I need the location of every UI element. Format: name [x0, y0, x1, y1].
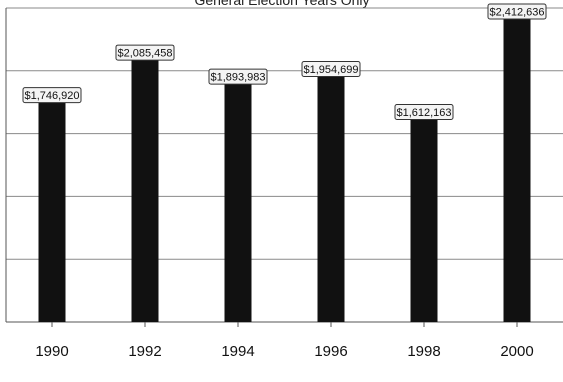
bars [38, 18, 531, 323]
data-label-1990: $1,746,920 [22, 87, 82, 104]
bar-2000 [503, 18, 531, 322]
x-tick-label: 2000 [500, 343, 533, 360]
x-tick-label: 1992 [128, 343, 161, 360]
data-label-2000: $2,412,636 [487, 3, 547, 20]
data-label-text: $1,954,699 [303, 64, 358, 76]
data-label-box [487, 3, 547, 20]
bar-1996 [317, 76, 345, 322]
bar-1994 [224, 84, 252, 322]
data-label-text: $2,412,636 [489, 6, 544, 18]
data-label-box [394, 104, 454, 121]
data-label-text: $1,612,163 [396, 107, 451, 119]
data-label-text: $1,746,920 [24, 90, 79, 102]
data-label-box [22, 87, 82, 104]
x-tick-label: 1994 [221, 343, 254, 360]
data-label-text: $2,085,458 [117, 48, 172, 60]
data-label-1998: $1,612,163 [394, 104, 454, 121]
bar-1990 [38, 102, 66, 322]
data-labels: $1,746,920 $2,085,458 $1,893,983 $1,954,699… [22, 3, 547, 121]
gridlines [6, 7, 563, 260]
bar-1998 [410, 119, 438, 322]
data-label-1994: $1,893,983 [208, 68, 268, 85]
x-tick-label: 1990 [35, 343, 68, 360]
x-tick-label: 1996 [314, 343, 347, 360]
bar-1992 [131, 60, 159, 323]
data-label-1996: $1,954,699 [301, 60, 361, 77]
data-label-1992: $2,085,458 [115, 44, 175, 61]
chart-subtitle: General Election Years Only [194, 0, 369, 8]
data-label-box [115, 44, 175, 61]
data-label-box [301, 60, 361, 77]
x-axis [5, 8, 563, 327]
data-label-box [208, 68, 268, 85]
x-tick-label: 1998 [407, 343, 440, 360]
data-label-text: $1,893,983 [210, 72, 265, 84]
x-tick-labels: 1990 1992 1994 1996 1998 2000 [35, 343, 533, 360]
